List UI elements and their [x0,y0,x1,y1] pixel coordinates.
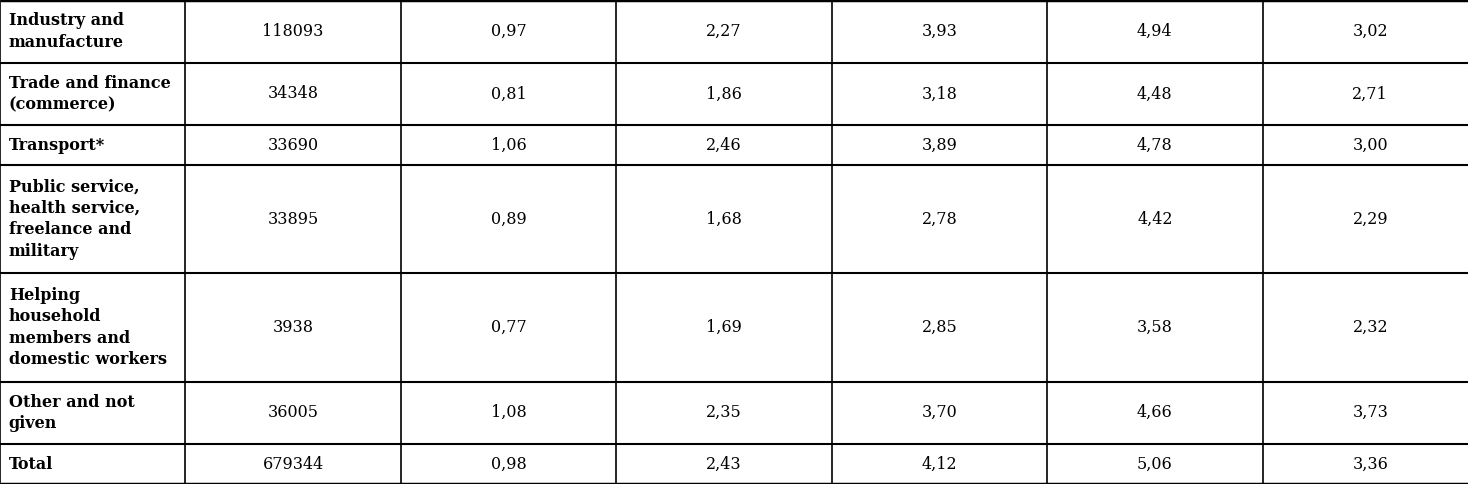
Text: 3,93: 3,93 [922,23,957,40]
Text: 2,43: 2,43 [706,455,741,472]
Text: Industry and
manufacture: Industry and manufacture [9,12,123,51]
Text: 33895: 33895 [267,211,319,228]
Text: 3,02: 3,02 [1352,23,1389,40]
Text: 33690: 33690 [267,136,319,154]
Text: 3,00: 3,00 [1352,136,1389,154]
Text: 4,78: 4,78 [1138,136,1173,154]
Text: 3,36: 3,36 [1352,455,1389,472]
Text: 3,18: 3,18 [922,86,957,103]
Text: 4,66: 4,66 [1138,404,1173,422]
Text: 2,35: 2,35 [706,404,741,422]
Text: 4,48: 4,48 [1138,86,1173,103]
Text: 0,98: 0,98 [490,455,527,472]
Text: 4,12: 4,12 [922,455,957,472]
Text: 679344: 679344 [263,455,324,472]
Text: 1,86: 1,86 [706,86,741,103]
Text: Other and not
given: Other and not given [9,393,135,432]
Text: Trade and finance
(commerce): Trade and finance (commerce) [9,75,170,113]
Text: Transport*: Transport* [9,136,106,154]
Text: Helping
household
members and
domestic workers: Helping household members and domestic w… [9,287,167,368]
Text: 0,97: 0,97 [490,23,527,40]
Text: 2,46: 2,46 [706,136,741,154]
Text: 34348: 34348 [267,86,319,103]
Text: 2,29: 2,29 [1352,211,1389,228]
Text: 1,69: 1,69 [706,319,741,336]
Text: 2,78: 2,78 [922,211,957,228]
Text: 36005: 36005 [267,404,319,422]
Text: 0,77: 0,77 [490,319,527,336]
Text: 1,06: 1,06 [490,136,527,154]
Text: 0,89: 0,89 [490,211,527,228]
Text: 4,94: 4,94 [1138,23,1173,40]
Text: 3,70: 3,70 [922,404,957,422]
Text: Public service,
health service,
freelance and
military: Public service, health service, freelanc… [9,179,139,260]
Text: 3,73: 3,73 [1352,404,1389,422]
Text: 3,58: 3,58 [1136,319,1173,336]
Text: 2,71: 2,71 [1352,86,1389,103]
Text: 3938: 3938 [273,319,314,336]
Text: 3,89: 3,89 [922,136,957,154]
Text: 1,68: 1,68 [706,211,741,228]
Text: 2,85: 2,85 [922,319,957,336]
Text: 0,81: 0,81 [490,86,527,103]
Text: 1,08: 1,08 [490,404,527,422]
Text: 4,42: 4,42 [1138,211,1173,228]
Text: 2,27: 2,27 [706,23,741,40]
Text: 5,06: 5,06 [1138,455,1173,472]
Text: 2,32: 2,32 [1352,319,1389,336]
Text: 118093: 118093 [263,23,324,40]
Text: Total: Total [9,455,53,472]
